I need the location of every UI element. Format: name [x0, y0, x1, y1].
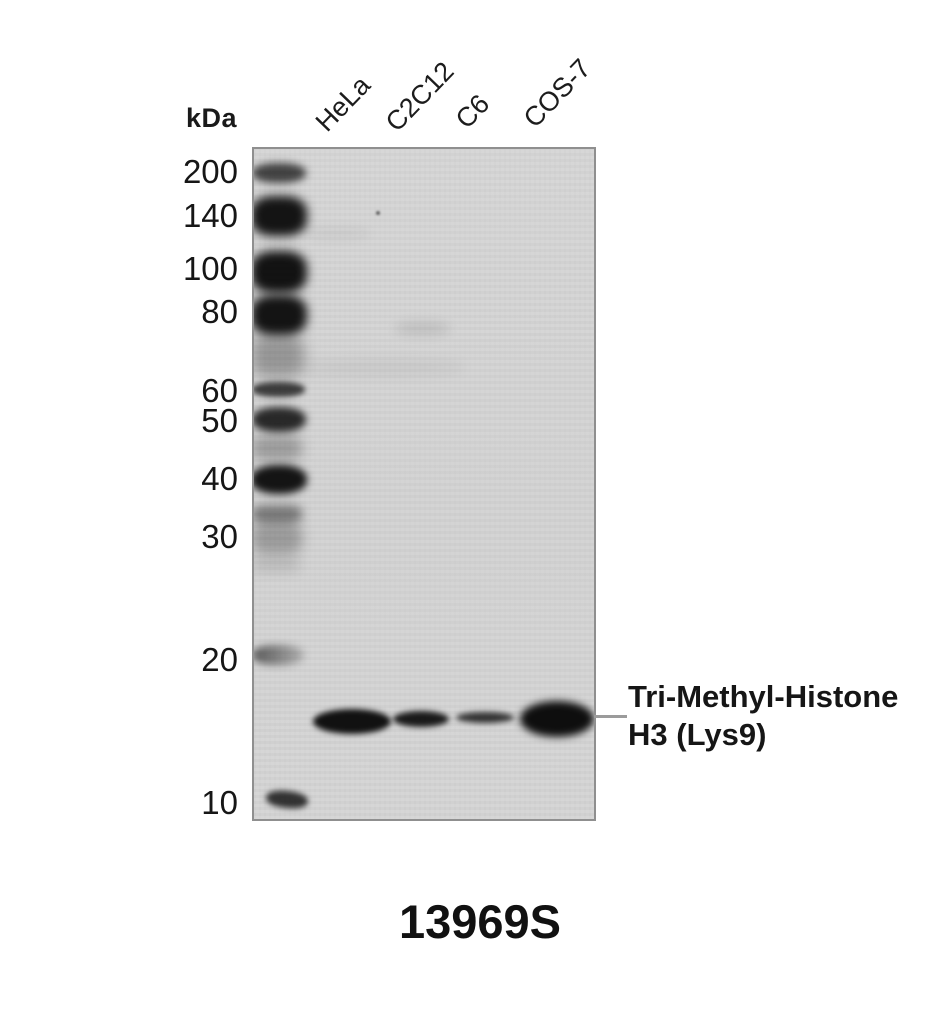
- ladder-band: [254, 556, 300, 572]
- ladder-band: [254, 645, 304, 665]
- annotation-line-2: H3 (Lys9): [628, 717, 767, 752]
- protein-band-hela: [313, 708, 391, 734]
- protein-band-cos-7: [520, 701, 594, 737]
- blot-membrane: [254, 149, 594, 819]
- artifact-smear: [305, 228, 370, 239]
- product-code: 13969S: [398, 895, 562, 948]
- ladder-band: [254, 335, 304, 377]
- ladder-band: [254, 196, 307, 236]
- blot-image: [252, 147, 596, 821]
- annotation-tick-line: [594, 715, 627, 718]
- marker-label-40: 40: [201, 460, 238, 497]
- ladder-band: [265, 788, 309, 811]
- ladder-band: [254, 523, 302, 553]
- marker-label-100: 100: [182, 250, 238, 287]
- kda-unit-label: kDa: [186, 103, 238, 133]
- marker-label-60: 60: [201, 372, 238, 409]
- artifact-smear: [376, 211, 380, 215]
- protein-band-c2c12: [393, 711, 449, 727]
- ladder-band: [254, 465, 307, 494]
- ladder-band: [254, 436, 302, 460]
- ladder-band: [254, 163, 306, 183]
- ladder-band: [254, 295, 307, 335]
- marker-label-140: 140: [182, 197, 238, 234]
- marker-label-30: 30: [201, 518, 238, 555]
- lane-label-cos-7: COS-7: [517, 53, 597, 134]
- marker-label-200: 200: [182, 153, 238, 190]
- lane-label-c2c12: C2C12: [379, 56, 460, 138]
- marker-label-10: 10: [201, 784, 238, 821]
- lane-label-hela: HeLa: [309, 70, 377, 138]
- artifact-smear: [300, 360, 465, 375]
- marker-label-80: 80: [201, 293, 238, 330]
- band-annotation: Tri-Methyl-Histone H3 (Lys9): [628, 678, 898, 754]
- ladder-band: [254, 382, 305, 397]
- lane-label-c6: C6: [449, 88, 496, 135]
- ladder-band: [254, 505, 302, 523]
- marker-label-50: 50: [201, 402, 238, 439]
- protein-band-c6: [456, 711, 514, 723]
- ladder-band: [254, 407, 306, 432]
- marker-label-20: 20: [201, 641, 238, 678]
- ladder-band: [254, 251, 307, 293]
- artifact-smear: [395, 322, 450, 335]
- annotation-line-1: Tri-Methyl-Histone: [628, 679, 899, 714]
